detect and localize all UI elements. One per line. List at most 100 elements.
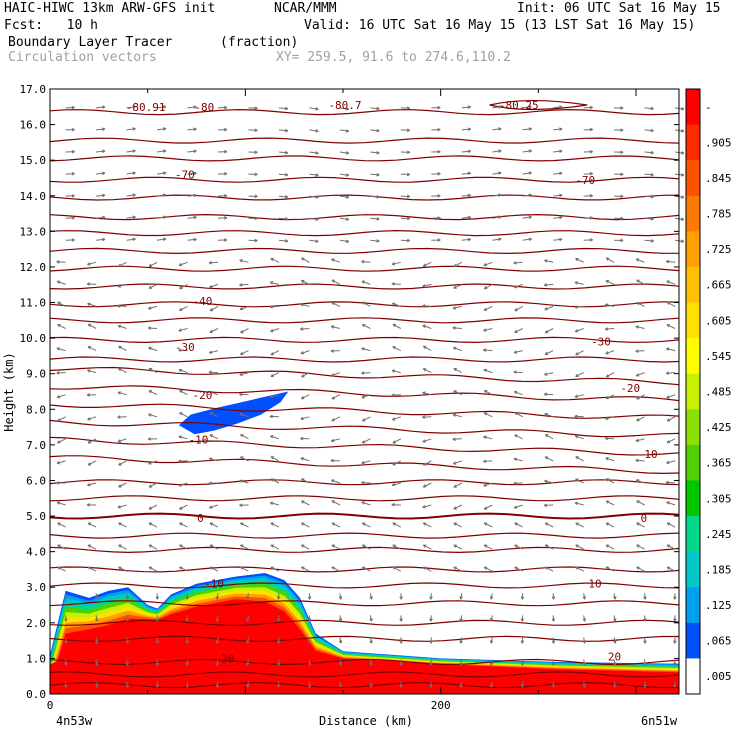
circulation-vector bbox=[361, 301, 371, 307]
circulation-vector bbox=[117, 324, 127, 329]
circulation-vector bbox=[217, 194, 228, 198]
circulation-vector bbox=[56, 501, 66, 506]
circulation-vector bbox=[522, 105, 532, 109]
contour-label: -20 bbox=[192, 389, 212, 402]
circulation-vector bbox=[370, 239, 380, 243]
circulation-vector bbox=[246, 637, 250, 644]
circulation-vector bbox=[309, 173, 319, 177]
y-tick-label: 17.0 bbox=[20, 83, 47, 96]
colorbar-label: .605 bbox=[705, 314, 732, 327]
circulation-vector bbox=[644, 194, 654, 199]
circulation-vector bbox=[270, 328, 280, 333]
circulation-vector bbox=[613, 637, 617, 644]
circulation-vector bbox=[400, 128, 411, 132]
circulation-vector bbox=[514, 328, 523, 333]
circulation-vector bbox=[391, 503, 401, 507]
circulation-vector bbox=[583, 127, 593, 132]
circulation-vector bbox=[553, 193, 563, 198]
circulation-vector bbox=[665, 259, 676, 264]
colorbar-label: .305 bbox=[705, 492, 732, 505]
colorbar-label: - bbox=[705, 101, 712, 114]
circulation-vector bbox=[87, 460, 97, 466]
circulation-vector bbox=[338, 593, 343, 600]
circulation-vector bbox=[178, 435, 188, 440]
circulation-vector bbox=[553, 127, 563, 131]
circulation-vector bbox=[675, 239, 685, 243]
circulation-vector bbox=[636, 302, 645, 307]
circulation-vector bbox=[551, 637, 556, 644]
circulation-vector bbox=[461, 105, 471, 109]
circulation-vector bbox=[209, 390, 219, 396]
circulation-vector bbox=[208, 457, 219, 462]
circulation-vector bbox=[666, 522, 676, 528]
circulation-vector bbox=[187, 105, 197, 109]
circulation-vector bbox=[248, 128, 258, 132]
circulation-vector bbox=[513, 370, 523, 374]
circulation-vector bbox=[666, 394, 676, 399]
temperature-contour-line bbox=[49, 176, 680, 183]
circulation-vector bbox=[392, 544, 402, 550]
circulation-vector bbox=[553, 171, 563, 176]
circulation-vector bbox=[330, 325, 341, 329]
circulation-vector bbox=[276, 637, 281, 644]
circulation-vector bbox=[209, 522, 219, 528]
circulation-vector bbox=[338, 615, 343, 622]
circulation-vector bbox=[187, 215, 197, 220]
circulation-vector bbox=[370, 195, 380, 199]
circulation-vector bbox=[270, 435, 280, 440]
circulation-vector bbox=[87, 369, 97, 374]
circulation-vector bbox=[614, 238, 624, 243]
model-title: HAIC-HIWC 13km ARW-GFS init bbox=[4, 1, 216, 16]
circulation-vector bbox=[276, 615, 281, 622]
y-tick-label: 6.0 bbox=[26, 474, 46, 487]
circulation-vector bbox=[361, 480, 371, 485]
circulation-vector bbox=[544, 544, 554, 550]
circulation-vector bbox=[369, 659, 373, 666]
circulation-vector bbox=[178, 261, 188, 267]
circulation-vector bbox=[370, 106, 380, 111]
colorbar-swatch bbox=[686, 195, 700, 232]
circulation-vector bbox=[179, 283, 188, 290]
circulation-vector bbox=[300, 303, 310, 307]
circulation-vector bbox=[331, 479, 341, 484]
colorbar-swatch bbox=[686, 160, 700, 197]
temperature-contour-line bbox=[49, 247, 679, 255]
circulation-vector bbox=[118, 566, 127, 572]
circulation-vector bbox=[643, 615, 647, 622]
circulation-vector bbox=[522, 237, 532, 242]
circulation-vector bbox=[240, 566, 249, 572]
circulation-vector bbox=[553, 149, 563, 154]
circulation-vector bbox=[96, 127, 106, 132]
circulation-vector bbox=[583, 149, 593, 154]
circulation-vector bbox=[87, 438, 97, 444]
circulation-vector bbox=[56, 394, 66, 399]
colorbar-swatch bbox=[686, 622, 700, 659]
circulation-vector bbox=[86, 503, 97, 507]
circulation-vector bbox=[278, 172, 289, 177]
circulation-vector bbox=[489, 637, 494, 644]
circulation-vector bbox=[269, 305, 279, 309]
init-time: Init: 06 UTC Sat 16 May 15 bbox=[517, 1, 721, 16]
circulation-vector bbox=[400, 238, 411, 243]
circulation-vector bbox=[429, 681, 433, 688]
contour-label: 0 bbox=[197, 512, 204, 525]
y-tick-label: 5.0 bbox=[26, 510, 46, 523]
circulation-vector bbox=[278, 106, 289, 111]
circulation-vector bbox=[544, 522, 554, 528]
circulation-vector bbox=[270, 350, 280, 356]
colorbar-label: .005 bbox=[705, 670, 732, 683]
circulation-vector bbox=[391, 282, 401, 286]
circulation-vector bbox=[65, 216, 75, 220]
circulation-vector bbox=[117, 391, 127, 396]
circulation-vector bbox=[248, 106, 258, 110]
circulation-vector bbox=[148, 283, 158, 289]
circulation-vector bbox=[483, 544, 493, 550]
circulation-vector bbox=[65, 105, 75, 110]
circulation-vector bbox=[65, 149, 75, 154]
circulation-vector bbox=[239, 503, 249, 507]
circulation-vector bbox=[665, 480, 676, 485]
circulation-vector bbox=[483, 459, 493, 463]
circulation-vector bbox=[339, 173, 350, 177]
circulation-vector bbox=[148, 504, 158, 510]
circulation-vector bbox=[215, 659, 220, 666]
